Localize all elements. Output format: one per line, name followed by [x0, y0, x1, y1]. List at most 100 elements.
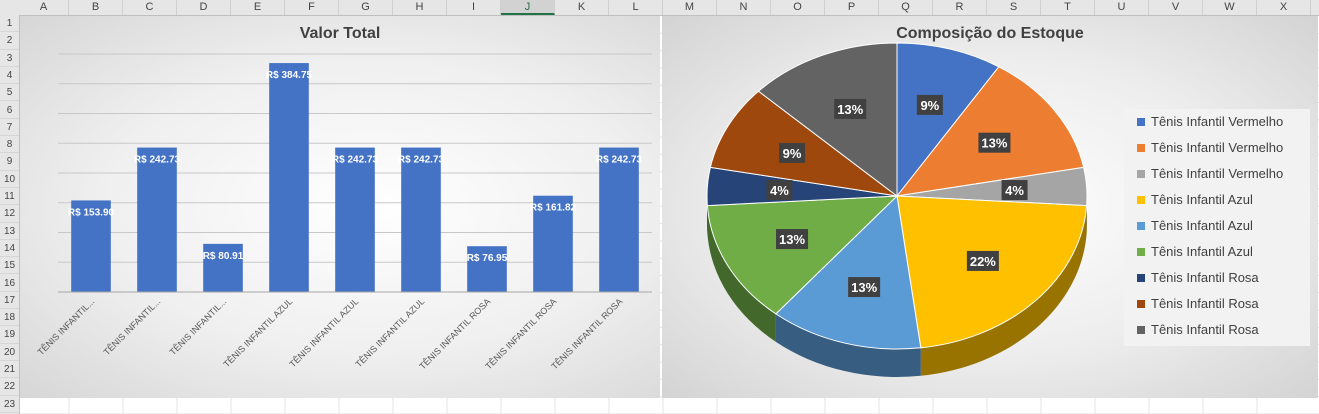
row-header-19[interactable]: 19 — [0, 326, 19, 344]
row-header-1[interactable]: 1 — [0, 15, 19, 33]
column-header-u[interactable]: U — [1095, 0, 1149, 15]
legend-entry: Tênis Infantil Rosa — [1151, 270, 1259, 285]
pie-chart[interactable]: Composição do Estoque 9% 13% 4% 22% 13% 13% 4%… — [662, 16, 1318, 398]
column-header-b[interactable]: B — [69, 0, 123, 15]
bar-data-label: R$ 153.90 — [68, 207, 115, 218]
bar-2 — [137, 147, 177, 292]
pie-slice-4 — [896, 195, 1088, 349]
row-header-7[interactable]: 7 — [0, 119, 19, 137]
legend-entry: Tênis Infantil Vermelho — [1151, 166, 1283, 181]
row-header-bar: 1 2 3 4 5 6 7 8 9 10 11 12 13 14 15 16 17 18 19 20 21 22 23 — [0, 15, 20, 414]
column-header-q[interactable]: Q — [879, 0, 933, 15]
row-header-4[interactable]: 4 — [0, 67, 19, 85]
bar-data-label: R$ 76.95 — [467, 253, 508, 264]
column-header-d[interactable]: D — [177, 0, 231, 15]
column-header-r[interactable]: R — [933, 0, 987, 15]
column-header-k[interactable]: K — [555, 0, 609, 15]
pie-slice-1 — [896, 42, 1000, 198]
bar-data-label: R$ 242.73 — [398, 155, 445, 166]
row-header-2[interactable]: 2 — [0, 32, 19, 50]
column-header-h[interactable]: H — [393, 0, 447, 15]
legend-entry: Tênis Infantil Azul — [1151, 218, 1253, 233]
column-header-p[interactable]: P — [825, 0, 879, 15]
legend-swatch — [1137, 196, 1145, 204]
bar-data-label: R$ 242.73 — [596, 155, 643, 166]
row-header-5[interactable]: 5 — [0, 84, 19, 102]
bar-data-label: R$ 161.82 — [530, 203, 577, 214]
row-header-8[interactable]: 8 — [0, 136, 19, 154]
x-tick-label: TÊNIS INFANTIL ROSA — [417, 296, 492, 371]
row-header-23[interactable]: 23 — [0, 396, 19, 413]
pie-label-bg — [766, 180, 793, 201]
row-header-6[interactable]: 6 — [0, 102, 19, 119]
pie-slice-side — [707, 205, 776, 342]
column-header-n[interactable]: N — [717, 0, 771, 15]
column-header-s[interactable]: S — [987, 0, 1041, 15]
legend-entry: Tênis Infantil Azul — [1151, 192, 1253, 207]
legend-swatch — [1137, 326, 1145, 334]
row-header-12[interactable]: 12 — [0, 205, 19, 223]
row-header-16[interactable]: 16 — [0, 275, 19, 292]
row-header-3[interactable]: 3 — [0, 50, 19, 67]
column-header-a[interactable]: A — [19, 0, 69, 15]
column-header-j[interactable]: J — [501, 0, 555, 15]
row-header-15[interactable]: 15 — [0, 257, 19, 275]
column-header-x[interactable]: X — [1257, 0, 1311, 15]
pie-label-bg — [978, 132, 1011, 153]
legend-entry: Tênis Infantil Rosa — [1151, 296, 1259, 311]
x-tick-label: TÊNIS INFANTIL... — [36, 296, 97, 357]
column-header-i[interactable]: I — [447, 0, 501, 15]
bar-data-label: R$ 384.75 — [266, 70, 313, 81]
x-tick-label: TÊNIS INFANTIL AZUL — [221, 296, 294, 369]
row-header-14[interactable]: 14 — [0, 240, 19, 258]
column-header-g[interactable]: G — [339, 0, 393, 15]
column-header-v[interactable]: V — [1149, 0, 1203, 15]
bar-8 — [533, 195, 573, 292]
bar-chart-plot: R$ 153.90 TÊNIS INFANTIL... R$ 242.73 TÊNIS… — [36, 53, 652, 371]
bar-chart[interactable]: Valor Total R$ 153.90 TÊNIS INFANTIL... R$… — [20, 16, 660, 398]
pie-data-label: 13% — [851, 280, 877, 295]
pie-slice-9 — [757, 42, 898, 198]
legend-swatch — [1137, 274, 1145, 282]
column-header-l[interactable]: L — [609, 0, 663, 15]
bar-data-label: R$ 80.91 — [203, 251, 244, 262]
pie-label-bg — [966, 250, 999, 271]
pie-data-label: 4% — [770, 183, 789, 198]
row-header-20[interactable]: 20 — [0, 344, 19, 361]
x-tick-label: TÊNIS INFANTIL... — [102, 296, 163, 357]
bar-5 — [335, 147, 375, 292]
legend-entry: Tênis Infantil Azul — [1151, 244, 1253, 259]
pie-data-label: 13% — [779, 232, 805, 247]
pie-data-label: 9% — [920, 98, 939, 113]
row-header-21[interactable]: 21 — [0, 361, 19, 379]
pie-slice-5 — [775, 194, 922, 350]
column-header-o[interactable]: O — [771, 0, 825, 15]
column-header-m[interactable]: M — [663, 0, 717, 15]
row-header-18[interactable]: 18 — [0, 309, 19, 327]
x-tick-label: TÊNIS INFANTIL ROSA — [549, 296, 624, 371]
column-header-w[interactable]: W — [1203, 0, 1257, 15]
row-header-13[interactable]: 13 — [0, 223, 19, 240]
pie-chart-title: Composição do Estoque — [896, 25, 1084, 42]
row-header-17[interactable]: 17 — [0, 292, 19, 310]
row-header-9[interactable]: 9 — [0, 153, 19, 171]
column-header-t[interactable]: T — [1041, 0, 1095, 15]
x-tick-label: TÊNIS INFANTIL AZUL — [353, 296, 426, 369]
x-tick-label: TÊNIS INFANTIL AZUL — [287, 296, 360, 369]
column-header-e[interactable]: E — [231, 0, 285, 15]
pie-data-label: 13% — [837, 102, 863, 117]
pie-slice-2 — [895, 66, 1085, 197]
x-tick-label: TÊNIS INFANTIL ROSA — [483, 296, 558, 371]
x-tick-label: TÊNIS INFANTIL... — [168, 296, 229, 357]
legend-swatch — [1137, 170, 1145, 178]
column-header-f[interactable]: F — [285, 0, 339, 15]
row-header-11[interactable]: 11 — [0, 188, 19, 206]
pie-label-bg — [848, 277, 881, 298]
row-header-10[interactable]: 10 — [0, 171, 19, 188]
row-header-22[interactable]: 22 — [0, 378, 19, 396]
bar-3 — [203, 243, 243, 292]
bar-4 — [269, 63, 309, 293]
column-header-c[interactable]: C — [123, 0, 177, 15]
pie-data-label: 9% — [783, 146, 802, 161]
